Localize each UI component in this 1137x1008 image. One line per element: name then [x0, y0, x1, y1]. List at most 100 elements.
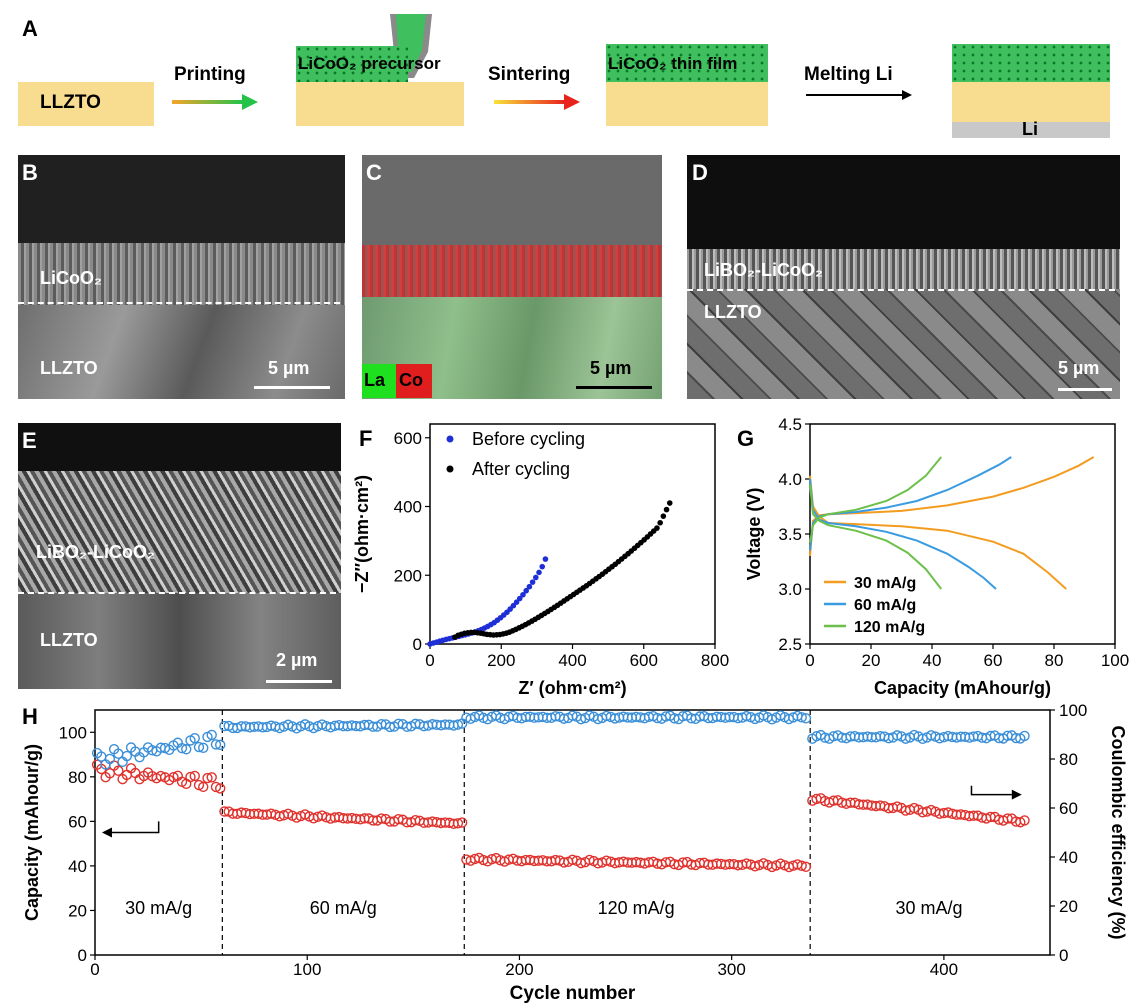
legend-label: After cycling [472, 459, 570, 479]
right-axis-arrowhead [1011, 789, 1022, 800]
nyquist-point [523, 587, 529, 594]
cycle-point [210, 781, 222, 793]
cycle-point [202, 772, 213, 784]
left-axis-arrowhead [101, 827, 112, 838]
cycle-point [113, 765, 124, 776]
interface-line-b [18, 302, 340, 304]
panel-g-label: G [737, 426, 754, 451]
cycle-point [575, 713, 587, 725]
plot-frame [429, 423, 716, 645]
nyquist-point [654, 525, 660, 531]
libo2-licoo2-label-e: LiBO₂-LiCoO₂ [36, 542, 155, 562]
sem-image-e [18, 423, 341, 689]
plot-frame [94, 709, 1051, 956]
interface-line-e [18, 592, 336, 594]
y-tick-label: 20 [68, 901, 87, 920]
legend-marker [446, 435, 454, 443]
y-tick-label: 0 [78, 946, 87, 965]
y-tick-label: 2.5 [778, 635, 802, 654]
cycle-point [749, 713, 761, 725]
llzto-label-b: LLZTO [40, 358, 98, 378]
sintering-arrow [494, 94, 580, 110]
cycle-point [198, 781, 209, 793]
rate-label: 120 mA/g [598, 898, 675, 918]
llzto-label-e: LLZTO [40, 630, 98, 650]
panel-e-label: E [22, 428, 37, 453]
co-legend [396, 364, 432, 398]
cycling-plot-h: H 0 100 200 300 400 0 20 40 60 80 100 0 20 40 60 80 100 C… [22, 702, 1128, 1004]
cycle-point [189, 770, 200, 782]
x-tick-label: 600 [630, 651, 658, 670]
cycle-point [584, 854, 595, 866]
panel-h-label: H [22, 704, 38, 729]
nyquist-point [657, 519, 663, 526]
cycle-point [1019, 815, 1030, 826]
x-tick-label: 60 [984, 651, 1003, 670]
sem-image-d [687, 155, 1120, 399]
left-axis-arrow [111, 821, 160, 834]
x-tick-label: 80 [1045, 651, 1064, 670]
y-axis-label: −Z″(ohm·cm²) [352, 475, 372, 593]
legend-label: 30 mA/g [854, 575, 916, 592]
y-tick-label: 40 [68, 857, 87, 876]
sintering-label: Sintering [488, 64, 571, 85]
cycle-point [155, 770, 166, 782]
nyquist-point [536, 569, 542, 576]
y-tick-label: 400 [394, 498, 422, 517]
cycle-point [104, 753, 116, 765]
rate-label: 30 mA/g [125, 898, 192, 918]
eds-image-c [362, 155, 662, 399]
y-tick-label: 3.5 [778, 525, 802, 544]
nyquist-point [513, 599, 520, 605]
scale-bar-b [254, 386, 330, 389]
x-tick-label: 200 [487, 651, 515, 670]
cycle-point [198, 742, 209, 754]
y-axis-label: Capacity (mAhour/g) [22, 744, 42, 921]
rate-label: 30 mA/g [896, 898, 963, 918]
cycle-point [456, 817, 468, 828]
panel-c-label: C [366, 160, 382, 185]
scale-text-e: 2 µm [276, 650, 318, 670]
charge-curve [809, 456, 1095, 557]
panel-d-label: D [692, 160, 708, 185]
x-tick-label: 0 [90, 960, 99, 979]
la-label: La [364, 370, 386, 390]
precursor-film [296, 46, 408, 82]
thinfilm-label: LiCoO₂ thin film [608, 54, 738, 73]
discharge-curve [809, 478, 997, 590]
y2-tick-label: 20 [1059, 897, 1078, 916]
cycle-point [193, 741, 205, 753]
legend-marker [446, 465, 454, 473]
printing-arrow [172, 94, 258, 110]
cycle-point [800, 861, 812, 872]
cycle-point [215, 783, 226, 794]
y2-tick-label: 80 [1059, 750, 1078, 769]
cycle-point [796, 712, 807, 723]
nyquist-point [529, 579, 536, 585]
cycle-point [206, 772, 217, 783]
y-tick-label: 0 [413, 635, 422, 654]
y-axis-label: Voltage (V) [744, 488, 764, 581]
cycle-point [908, 729, 920, 741]
x-tick-label: 800 [701, 651, 729, 670]
la-legend [362, 364, 396, 398]
cycle-point [796, 860, 807, 871]
cycle-point [176, 742, 188, 754]
scale-bar-e [266, 680, 332, 683]
right-axis-arrow [970, 785, 1012, 796]
y2-tick-label: 60 [1059, 799, 1078, 818]
libo2-licoo2-label-d: LiBO₂-LiCoO₂ [704, 260, 823, 280]
scale-text-b: 5 µm [268, 358, 310, 378]
nyquist-point [539, 563, 546, 570]
x-tick-label: 100 [293, 960, 321, 979]
charge-curve [809, 456, 942, 543]
x-tick-label: 0 [425, 651, 434, 670]
x-axis-label: Capacity (mAhour/g) [874, 678, 1051, 698]
rate-label: 60 mA/g [310, 898, 377, 918]
y-tick-label: 4.0 [778, 470, 802, 489]
legend-label: 60 mA/g [854, 597, 916, 614]
y2-tick-label: 0 [1059, 946, 1068, 965]
nyquist-point [526, 583, 533, 590]
nyquist-point [666, 500, 673, 506]
